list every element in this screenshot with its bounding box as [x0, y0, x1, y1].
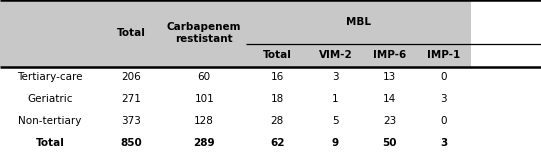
Bar — [362, 44, 417, 67]
Bar — [417, 67, 471, 88]
Text: 101: 101 — [194, 94, 214, 104]
Text: 850: 850 — [120, 138, 142, 148]
Text: VIM-2: VIM-2 — [319, 50, 352, 60]
Text: IMP-6: IMP-6 — [373, 50, 406, 60]
Text: 206: 206 — [121, 73, 141, 82]
Bar — [308, 132, 362, 153]
Text: 16: 16 — [270, 73, 284, 82]
Text: Tertiary-care: Tertiary-care — [17, 73, 83, 82]
Bar — [100, 67, 162, 88]
Bar — [100, 110, 162, 132]
Text: 0: 0 — [440, 116, 447, 126]
Text: Total: Total — [263, 50, 292, 60]
Text: 0: 0 — [440, 73, 447, 82]
Bar — [308, 110, 362, 132]
Bar — [246, 132, 308, 153]
Text: Total: Total — [36, 138, 64, 148]
Bar — [417, 132, 471, 153]
Text: Geriatric: Geriatric — [27, 94, 73, 104]
Text: 1: 1 — [332, 94, 339, 104]
Bar — [417, 110, 471, 132]
Bar — [100, 132, 162, 153]
Bar — [362, 88, 417, 110]
Text: Carbapenem
restistant: Carbapenem restistant — [167, 22, 241, 44]
Text: Total: Total — [117, 28, 146, 38]
Text: 62: 62 — [270, 138, 285, 148]
Bar — [246, 110, 308, 132]
Bar — [308, 67, 362, 88]
Bar — [246, 44, 308, 67]
Text: 271: 271 — [121, 94, 141, 104]
Bar — [362, 132, 417, 153]
Text: 5: 5 — [332, 116, 339, 126]
Text: 289: 289 — [194, 138, 215, 148]
Text: 28: 28 — [270, 116, 284, 126]
Text: Non-tertiary: Non-tertiary — [18, 116, 82, 126]
Bar — [308, 44, 362, 67]
Bar — [0, 132, 100, 153]
Bar — [162, 0, 246, 67]
Bar — [308, 88, 362, 110]
Text: 14: 14 — [383, 94, 396, 104]
Text: 9: 9 — [332, 138, 339, 148]
Bar — [162, 88, 246, 110]
Text: 3: 3 — [332, 73, 339, 82]
Text: 128: 128 — [194, 116, 214, 126]
Bar — [100, 88, 162, 110]
Bar — [162, 67, 246, 88]
Bar — [417, 88, 471, 110]
Bar — [0, 67, 100, 88]
Text: 50: 50 — [382, 138, 397, 148]
Text: 3: 3 — [440, 94, 447, 104]
Text: MBL: MBL — [346, 17, 371, 27]
Bar — [417, 44, 471, 67]
Text: 13: 13 — [383, 73, 396, 82]
Bar — [246, 0, 471, 44]
Text: 373: 373 — [121, 116, 141, 126]
Bar — [362, 67, 417, 88]
Bar — [0, 0, 100, 67]
Bar — [0, 88, 100, 110]
Text: 18: 18 — [270, 94, 284, 104]
Bar — [0, 110, 100, 132]
Bar — [100, 0, 162, 67]
Bar — [246, 67, 308, 88]
Text: IMP-1: IMP-1 — [427, 50, 460, 60]
Text: 60: 60 — [197, 73, 211, 82]
Bar — [162, 110, 246, 132]
Text: 23: 23 — [383, 116, 396, 126]
Bar — [246, 88, 308, 110]
Text: 3: 3 — [440, 138, 447, 148]
Bar — [162, 132, 246, 153]
Bar — [362, 110, 417, 132]
